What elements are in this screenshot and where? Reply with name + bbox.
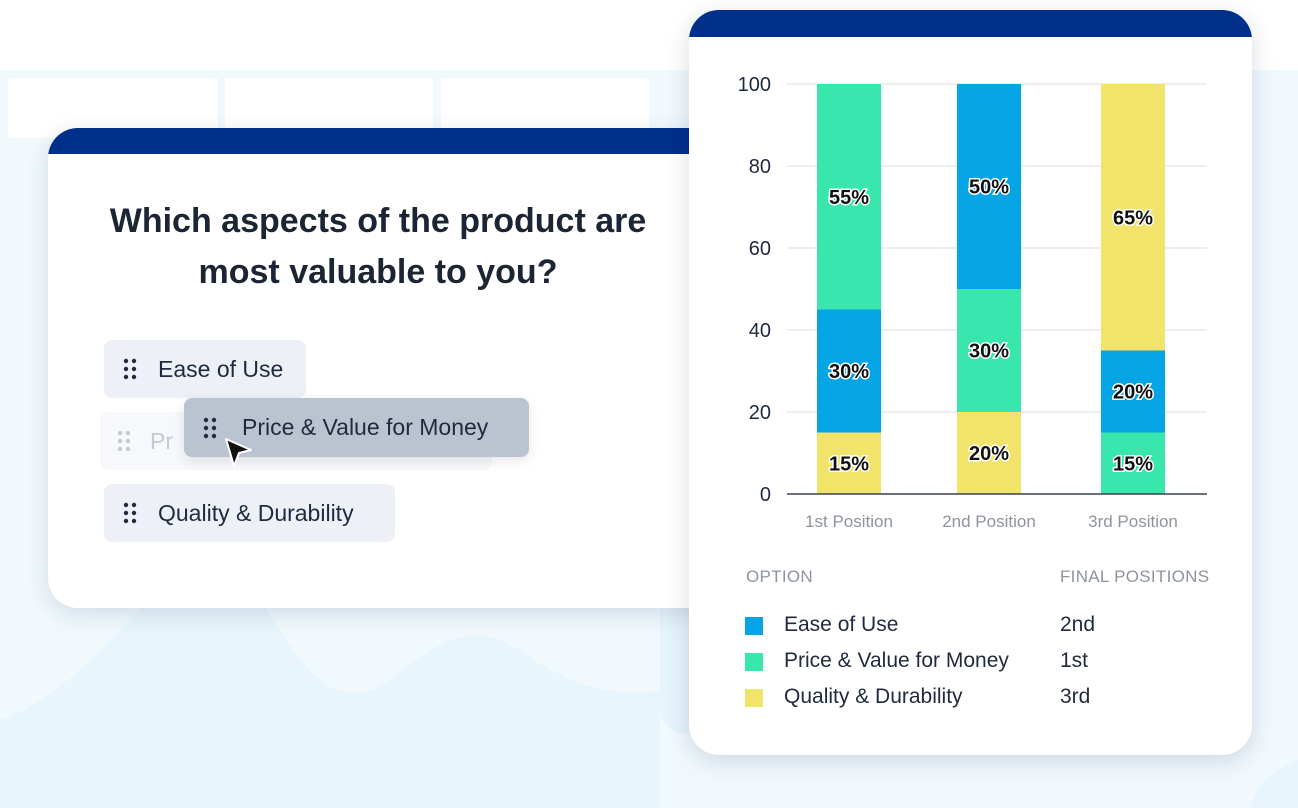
drag-handle-icon[interactable] xyxy=(122,358,138,380)
mouse-pointer-icon xyxy=(225,438,252,467)
drag-handle-icon[interactable] xyxy=(122,502,138,524)
legend-swatch xyxy=(745,689,763,707)
bar-data-label: 65% xyxy=(1113,207,1153,229)
bar-segment xyxy=(817,432,881,494)
bar-data-label: 30% xyxy=(829,361,869,383)
bar-data-label: 15% xyxy=(1113,453,1153,475)
legend-positions-header: FINAL POSITIONS xyxy=(1060,567,1210,586)
results-card: 0 20 40 60 80 100 15% 30% 55% 1st Position 20% 30% 5… xyxy=(689,10,1252,755)
bar-segment xyxy=(1101,84,1165,351)
legend-option-name: Price & Value for Money xyxy=(784,649,1009,672)
question-card: Which aspects of the product are most va… xyxy=(48,128,748,608)
y-tick-label: 60 xyxy=(749,238,771,260)
bar-segment xyxy=(817,309,881,433)
legend-swatch xyxy=(745,617,763,635)
card-header-bar xyxy=(689,10,1252,37)
stacked-bar-chart: 0 20 40 60 80 100 15% 30% 55% 1st Position 20% 30% 5… xyxy=(738,74,1207,531)
legend-option-name: Quality & Durability xyxy=(784,685,963,708)
legend-row-ease-of-use: Ease of Use 2nd xyxy=(689,611,1252,641)
legend-final-position: 1st xyxy=(1060,649,1089,672)
drag-handle-icon xyxy=(117,430,131,452)
dragged-item-label: Price & Value for Money xyxy=(242,414,489,440)
ranking-item-label: Ease of Use xyxy=(158,355,284,382)
bar-segment xyxy=(957,289,1021,412)
legend-final-position: 3rd xyxy=(1060,685,1091,708)
card-header-bar xyxy=(48,128,748,154)
bar-data-label: 30% xyxy=(969,341,1009,363)
legend-row-price-value: Price & Value for Money 1st xyxy=(689,647,1252,677)
legend-final-position: 2nd xyxy=(1060,613,1096,636)
x-tick-label: 2nd Position xyxy=(942,512,1036,531)
legend-row-quality-durability: Quality & Durability 3rd xyxy=(689,683,1252,713)
bar-data-label: 15% xyxy=(829,453,869,475)
legend-option-name: Ease of Use xyxy=(784,613,899,636)
y-tick-label: 80 xyxy=(749,156,771,178)
bar-segment xyxy=(817,84,881,310)
x-tick-label: 3rd Position xyxy=(1088,512,1178,531)
bar-segment xyxy=(1101,350,1165,433)
bar-segment xyxy=(957,412,1021,494)
y-tick-label: 40 xyxy=(749,320,771,342)
drag-handle-icon[interactable] xyxy=(202,417,218,439)
y-tick-label: 100 xyxy=(738,74,771,96)
x-tick-label: 1st Position xyxy=(805,512,893,531)
legend-swatch xyxy=(745,653,763,671)
y-tick-label: 0 xyxy=(760,484,771,506)
question-title: Which aspects of the product are most va… xyxy=(109,202,647,291)
legend-option-header: OPTION xyxy=(746,567,813,586)
ranking-item-quality-durability[interactable]: Quality & Durability xyxy=(104,484,395,542)
placeholder-label: Pr xyxy=(150,427,173,454)
ranking-item-label: Quality & Durability xyxy=(158,499,354,526)
bar-data-label: 55% xyxy=(829,187,869,209)
bar-data-label: 20% xyxy=(1113,382,1153,404)
ranking-item-ease-of-use[interactable]: Ease of Use xyxy=(104,340,306,398)
bar-segment xyxy=(957,84,1021,289)
bar-data-label: 50% xyxy=(969,177,1009,199)
y-tick-label: 20 xyxy=(749,402,771,424)
bar-data-label: 20% xyxy=(969,443,1009,465)
bar-segment xyxy=(1101,432,1165,494)
